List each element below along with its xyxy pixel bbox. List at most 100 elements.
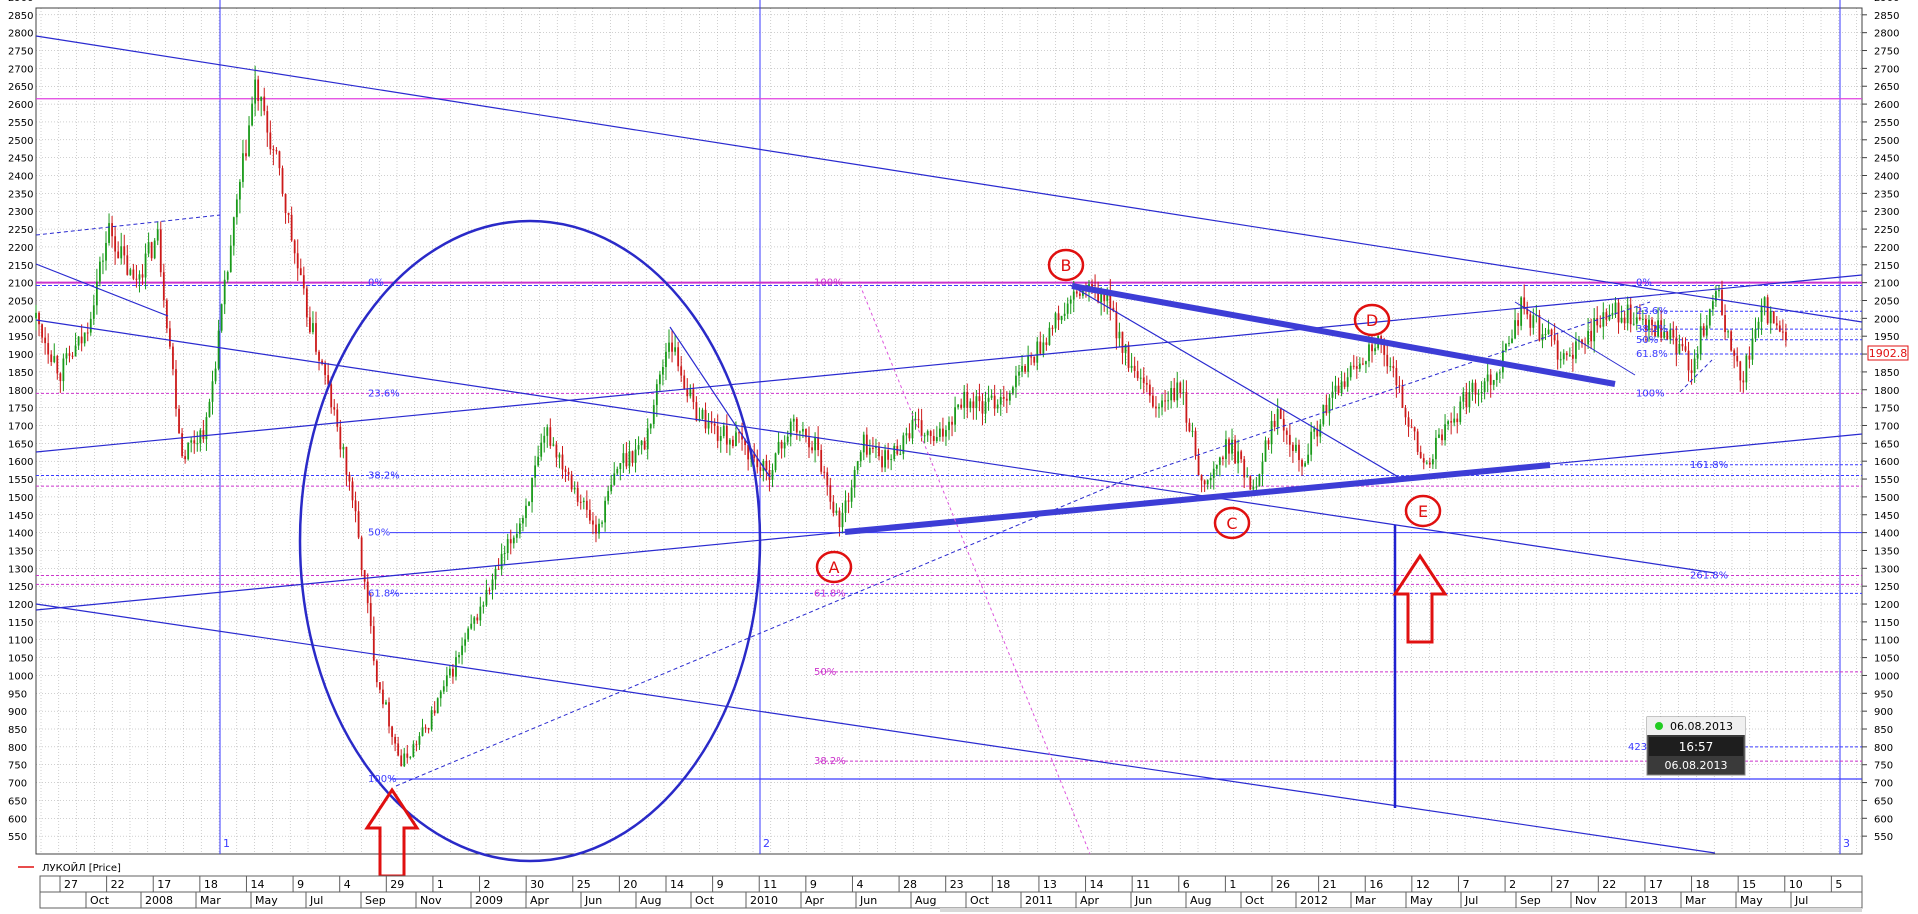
candle-body [792, 418, 795, 422]
candle-body [1480, 392, 1483, 394]
candle-body [844, 500, 847, 513]
candle-body [1005, 398, 1008, 401]
candle-body [1715, 291, 1717, 302]
candle-body [120, 246, 123, 259]
candle-body [1721, 289, 1723, 316]
candle-body [802, 428, 804, 432]
candle-body [35, 312, 37, 319]
candle-body [689, 388, 692, 397]
wave-label: B [1061, 256, 1072, 275]
candle-body [1581, 339, 1583, 344]
candle-body [543, 435, 546, 443]
candle-body [208, 401, 211, 418]
x-bottom-tick-label: Oct [695, 894, 715, 907]
x-top-tick-label: 9 [810, 878, 817, 891]
decline-line-2009 [669, 326, 771, 478]
wave-label: E [1418, 502, 1428, 521]
candle-body [829, 485, 832, 502]
candle-body [850, 487, 853, 502]
y-tick-label-right: 950 [1874, 689, 1893, 700]
candle-body [232, 217, 235, 246]
candle-body [269, 132, 272, 150]
candle-body [1343, 381, 1346, 387]
candle-body [1486, 374, 1489, 382]
candle-body [561, 454, 564, 470]
x-top-tick-label: 15 [1742, 878, 1756, 891]
candle-body [878, 446, 880, 457]
candle-body [1282, 418, 1285, 431]
y-tick-label-left: 600 [8, 814, 27, 825]
candle-body [1316, 428, 1319, 437]
y-tick-label-left: 2300 [8, 207, 33, 218]
last-price-label: 1902.8 [1869, 347, 1908, 360]
candle-body [585, 500, 588, 510]
x-bottom-tick-label: May [1410, 894, 1433, 907]
candle-body [342, 446, 345, 450]
candle-body [1450, 421, 1453, 423]
y-tick-label-right: 900 [1874, 707, 1893, 718]
candle-body [771, 470, 774, 480]
x-top-tick-label: 4 [856, 878, 863, 891]
candle-body [1337, 385, 1340, 393]
y-tick-label-left: 2650 [8, 82, 33, 93]
candle-body [592, 520, 594, 525]
candle-body [1465, 392, 1468, 408]
x-top-tick-label: 21 [1323, 878, 1337, 891]
y-tick-label-right: 2250 [1874, 225, 1899, 236]
candle-body [558, 454, 561, 458]
y-tick-label-right: 850 [1874, 725, 1893, 736]
candle-body [628, 451, 631, 467]
candle-body [366, 581, 369, 604]
candle-body [1206, 480, 1209, 485]
candle-body [984, 401, 987, 414]
y-tick-label-left: 1000 [8, 671, 33, 682]
candle-body [823, 471, 826, 473]
candle-body [1042, 342, 1045, 354]
candle-body [1127, 344, 1130, 368]
candle-body [1291, 444, 1294, 451]
candle-body [1666, 331, 1669, 340]
candle-body [1170, 388, 1173, 401]
candle-body [205, 417, 208, 440]
candle-body [360, 537, 363, 570]
candle-body [951, 421, 953, 425]
candle-body [662, 366, 664, 375]
candle-body [582, 500, 585, 503]
candle-body [123, 246, 126, 256]
x-top-tick-label: 29 [390, 878, 404, 891]
candle-body [251, 103, 253, 126]
x-top-tick-label: 11 [1136, 878, 1150, 891]
candle-body [515, 533, 518, 538]
info-box[interactable]: 06.08.2013 16:57 06.08.2013 [1646, 716, 1746, 776]
candle-body [99, 261, 101, 282]
candle-body [564, 469, 567, 472]
candle-body [1313, 428, 1316, 432]
candle-body [391, 726, 393, 737]
candle-body [1559, 359, 1562, 361]
candle-body [1416, 431, 1419, 452]
candle-body [531, 477, 533, 503]
fib-mid-label: 100% [814, 278, 843, 289]
candle-body [254, 79, 257, 104]
candle-body [77, 336, 80, 346]
y-tick-label-left: 2450 [8, 154, 33, 165]
candle-body [199, 430, 202, 444]
candle-body [1620, 317, 1623, 323]
candle-body [1456, 418, 1459, 423]
candle-body [287, 213, 290, 215]
candle-body [1471, 382, 1474, 393]
y-tick-label-left: 1250 [8, 582, 33, 593]
horizontal-scrollbar [940, 908, 1862, 912]
x-bottom-tick-label: May [255, 894, 278, 907]
candle-body [1103, 293, 1106, 302]
x-top-tick-label: 4 [344, 878, 351, 891]
candle-body [932, 436, 935, 441]
candle-body [1142, 377, 1145, 383]
wave-circle [815, 550, 853, 584]
x-top-tick-label: 22 [111, 878, 125, 891]
candle-body [1541, 334, 1544, 341]
candle-body [1705, 325, 1708, 336]
candle-body [1267, 440, 1270, 445]
